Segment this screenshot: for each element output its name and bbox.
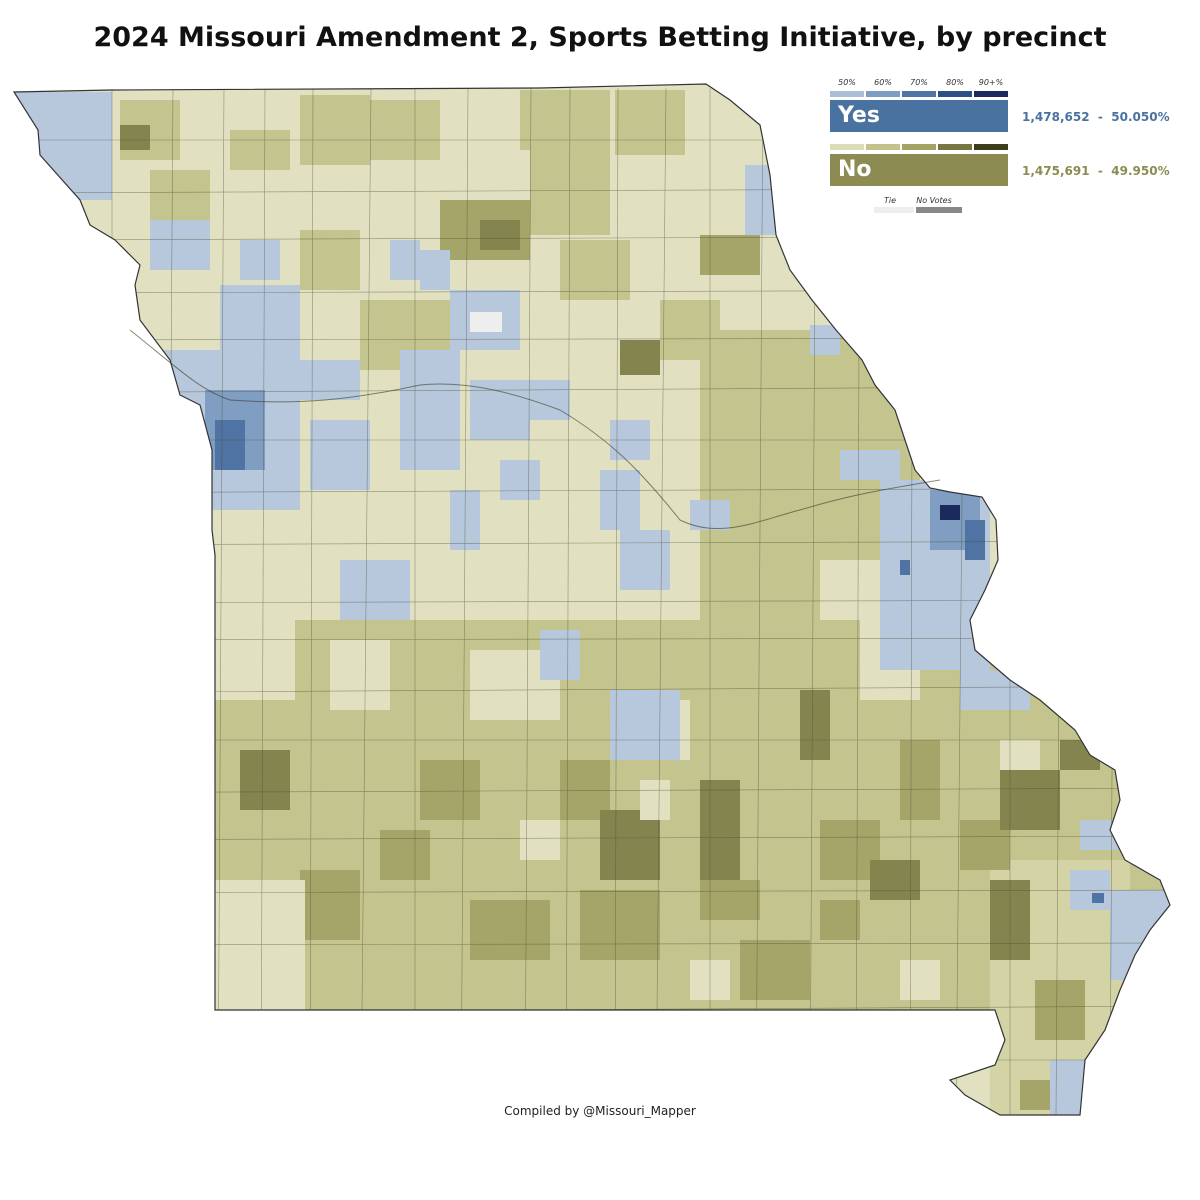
yes-percent: 50.050% (1111, 110, 1170, 124)
yes-label-box: Yes (830, 100, 1008, 132)
no-result: 1,475,691 - 49.950% (1022, 164, 1170, 178)
county-line-v (217, 87, 225, 1115)
yes-result: 1,478,652 - 50.050% (1022, 110, 1170, 124)
no-votes: 1,475,691 (1022, 164, 1090, 178)
no-scale-swatches (830, 144, 1008, 150)
legend-scale-labels: 50% 60% 70% 80% 90+% (830, 78, 1010, 90)
no-percent: 49.950% (1111, 164, 1170, 178)
no-precinct-blocks (120, 90, 1100, 1110)
yes-swatch-0 (830, 91, 864, 97)
scale-label-80: 80% (946, 78, 964, 87)
scale-label-70: 70% (910, 78, 928, 87)
yes-swatch-3 (938, 91, 972, 97)
county-line-v (260, 87, 266, 1115)
scale-label-60: 60% (874, 78, 892, 87)
scale-label-50: 50% (838, 78, 856, 87)
tie-swatch (874, 207, 914, 213)
no-swatch-2 (902, 144, 936, 150)
no-label-box: No (830, 154, 1008, 186)
yes-precinct-areas (14, 92, 1170, 1115)
county-line-v (309, 87, 314, 1115)
no-swatch-0 (830, 144, 864, 150)
scale-label-90: 90+% (978, 78, 1004, 87)
yes-swatch-1 (866, 91, 900, 97)
tie-label: Tie (883, 196, 897, 205)
yes-swatch-4 (974, 91, 1008, 97)
no-votes-swatch (916, 207, 962, 213)
legend: 50% 60% 70% 80% 90+% Yes 1,478,652 - 50.… (830, 78, 1170, 218)
no-swatch-3 (938, 144, 972, 150)
no-swatch-4 (974, 144, 1008, 150)
county-line-v (460, 87, 469, 1115)
no-swatch-1 (866, 144, 900, 150)
yes-votes: 1,478,652 (1022, 110, 1090, 124)
no-votes-label: No Votes (916, 196, 952, 205)
credit: Compiled by @Missouri_Mapper (504, 1104, 696, 1118)
county-line-v (360, 87, 372, 1115)
yes-scale-swatches (830, 91, 1008, 97)
map-title: 2024 Missouri Amendment 2, Sports Bettin… (93, 22, 1107, 53)
missouri-river (129, 329, 941, 530)
yes-swatch-2 (902, 91, 936, 97)
